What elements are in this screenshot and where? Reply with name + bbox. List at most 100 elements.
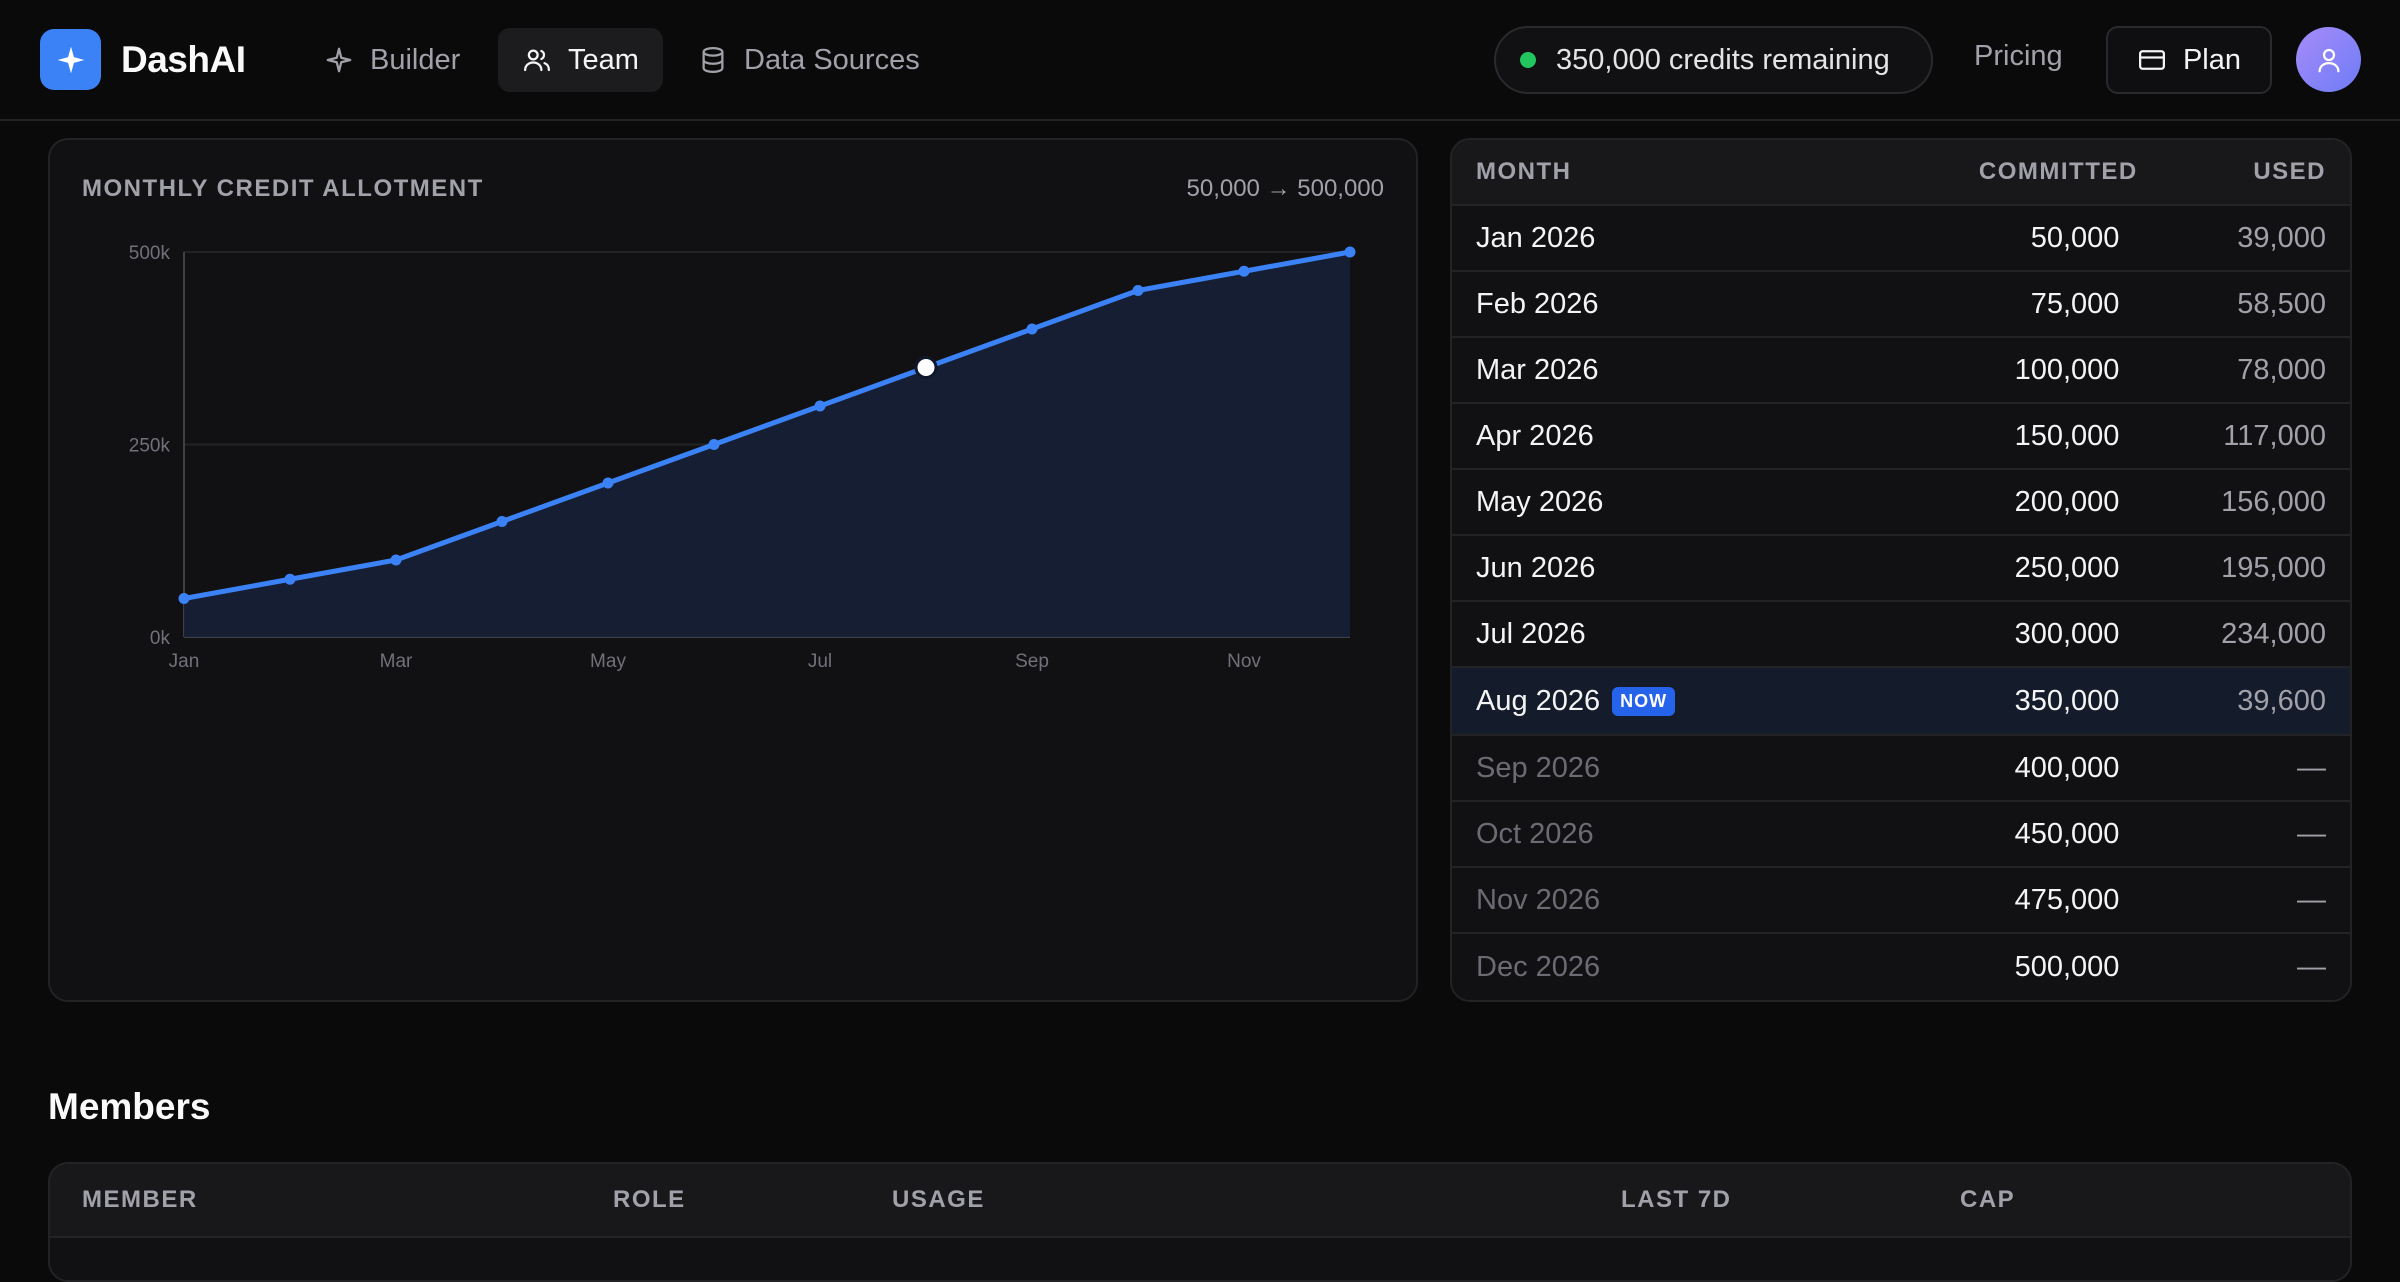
avatar[interactable] — [2296, 27, 2361, 92]
month-label: Jun 2026 — [1476, 551, 1596, 584]
sparkle-outline-icon — [326, 47, 352, 73]
committed-cell: 75,000 — [2030, 287, 2120, 320]
nav-item-team[interactable]: Team — [498, 28, 663, 92]
x-tick-label: May — [590, 651, 626, 672]
committed-cell: 350,000 — [2014, 684, 2120, 717]
table-row[interactable]: Aug 2026 NOW 350,000 39,600 — [1452, 668, 2350, 736]
now-badge: NOW — [1612, 686, 1676, 716]
committed-cell: 250,000 — [2014, 551, 2120, 584]
month-label: Sep 2026 — [1476, 751, 1601, 784]
month-cell: Feb 2026 — [1452, 288, 1980, 321]
user-icon — [2318, 48, 2339, 72]
nav-item-label: Data Sources — [744, 43, 920, 76]
used-cell: — — [2296, 883, 2326, 916]
month-label: May 2026 — [1476, 485, 1604, 518]
data-point — [1132, 285, 1144, 296]
series-area — [184, 252, 1350, 637]
month-cell: Sep 2026 — [1452, 752, 1980, 785]
plan-button[interactable]: Plan — [2106, 26, 2272, 94]
month-label: Mar 2026 — [1476, 353, 1599, 386]
table-row[interactable]: May 2026 200,000 156,000 — [1452, 470, 2350, 536]
table-row[interactable]: Oct 2026 450,000 — — [1452, 802, 2350, 868]
used-cell: 156,000 — [2221, 485, 2326, 518]
table-row[interactable]: Nov 2026 475,000 — — [1452, 868, 2350, 934]
column-header-month: MONTH — [1476, 158, 1572, 185]
month-label: Feb 2026 — [1476, 287, 1599, 320]
highlighted-data-point — [914, 356, 938, 379]
column-header-committed: COMMITTED — [1978, 158, 2138, 185]
table-row[interactable]: Feb 2026 75,000 58,500 — [1452, 272, 2350, 338]
table-row[interactable]: Sep 2026 400,000 — — [1452, 736, 2350, 802]
month-label: Jan 2026 — [1476, 221, 1596, 254]
credit-allotment-chart: 0k 250k 500k Jan Mar May Jul Sep Nov — [129, 243, 1356, 672]
month-cell: Apr 2026 — [1452, 420, 1980, 453]
committed-cell: 400,000 — [2014, 751, 2120, 784]
month-cell: Oct 2026 — [1452, 818, 1980, 851]
credit-card-icon — [2138, 50, 2165, 70]
committed-cell: 300,000 — [2014, 617, 2120, 650]
database-icon — [702, 47, 724, 74]
column-header-role: ROLE — [613, 1186, 686, 1213]
x-tick-label: Sep — [1015, 651, 1049, 672]
used-cell: — — [2296, 751, 2326, 784]
month-label: Oct 2026 — [1476, 817, 1594, 850]
table-row[interactable]: Jul 2026 300,000 234,000 — [1452, 602, 2350, 668]
x-tick-label: Jan — [169, 651, 200, 672]
members-section-title: Members — [48, 1086, 211, 1127]
data-point — [602, 477, 614, 489]
column-header-cap: CAP — [1960, 1186, 2016, 1213]
used-cell: 117,000 — [2223, 419, 2326, 452]
credits-remaining-pill[interactable]: 350,000 credits remaining — [1494, 26, 1933, 94]
data-point — [496, 516, 508, 527]
used-cell: — — [2296, 950, 2326, 983]
x-tick-label: Nov — [1227, 651, 1261, 672]
status-dot-icon — [1520, 52, 1536, 68]
y-tick-label: 500k — [129, 243, 171, 264]
nav-item-builder[interactable]: Builder — [300, 28, 484, 92]
column-header-usage: USAGE — [892, 1186, 985, 1213]
month-cell: Jun 2026 — [1452, 552, 1980, 585]
data-point — [1026, 323, 1038, 335]
committed-cell: 450,000 — [2014, 817, 2120, 850]
committed-cell: 475,000 — [2014, 883, 2120, 916]
column-header-used: USED — [2253, 158, 2326, 185]
nav-item-label: Builder — [370, 43, 461, 76]
committed-cell: 150,000 — [2014, 419, 2120, 452]
nav-item-label: Team — [568, 43, 639, 76]
used-cell: 195,000 — [2221, 551, 2326, 584]
brand-name: DashAI — [121, 38, 246, 80]
table-row[interactable]: Jan 2026 50,000 39,000 — [1452, 206, 2350, 272]
used-cell: — — [2296, 817, 2326, 850]
month-cell: Jul 2026 — [1452, 618, 1980, 651]
users-icon — [524, 49, 550, 72]
members-table: MEMBER ROLE USAGE LAST 7D CAP — [48, 1162, 2352, 1282]
chart-range: 50,000 → 500,000 — [1186, 175, 1385, 202]
top-navigation-bar: DashAI Builder Team Data Sources 350,000… — [0, 0, 2400, 121]
table-row[interactable]: Jun 2026 250,000 195,000 — [1452, 536, 2350, 602]
month-label: Nov 2026 — [1476, 883, 1601, 916]
committed-cell: 50,000 — [2030, 221, 2120, 254]
data-point — [284, 573, 296, 585]
table-row[interactable]: Dec 2026 500,000 — — [1452, 934, 2350, 1000]
month-label: Dec 2026 — [1476, 950, 1601, 983]
table-row[interactable]: Mar 2026 100,000 78,000 — [1452, 338, 2350, 404]
month-cell: Dec 2026 — [1452, 951, 1980, 984]
table-row[interactable]: Apr 2026 150,000 117,000 — [1452, 404, 2350, 470]
data-point — [708, 439, 720, 450]
month-cell: Mar 2026 — [1452, 354, 1980, 387]
y-tick-label: 0k — [150, 628, 171, 649]
committed-cell: 200,000 — [2014, 485, 2120, 518]
table-header: MONTH COMMITTED USED — [1452, 140, 2350, 206]
committed-cell: 500,000 — [2014, 950, 2120, 983]
chart-title: MONTHLY CREDIT ALLOTMENT — [82, 175, 484, 202]
y-tick-label: 250k — [129, 436, 171, 457]
month-cell: Jan 2026 — [1452, 222, 1980, 255]
column-header-member: MEMBER — [82, 1186, 198, 1213]
pricing-link[interactable]: Pricing — [1974, 40, 2063, 72]
nav-item-data-sources[interactable]: Data Sources — [674, 28, 944, 92]
month-label: Jul 2026 — [1476, 617, 1586, 650]
used-cell: 39,000 — [2237, 221, 2326, 254]
x-tick-label: Mar — [380, 651, 413, 672]
monthly-credits-table: MONTH COMMITTED USED Jan 2026 50,000 39,00… — [1450, 138, 2352, 1002]
brand[interactable]: DashAI — [40, 29, 246, 90]
